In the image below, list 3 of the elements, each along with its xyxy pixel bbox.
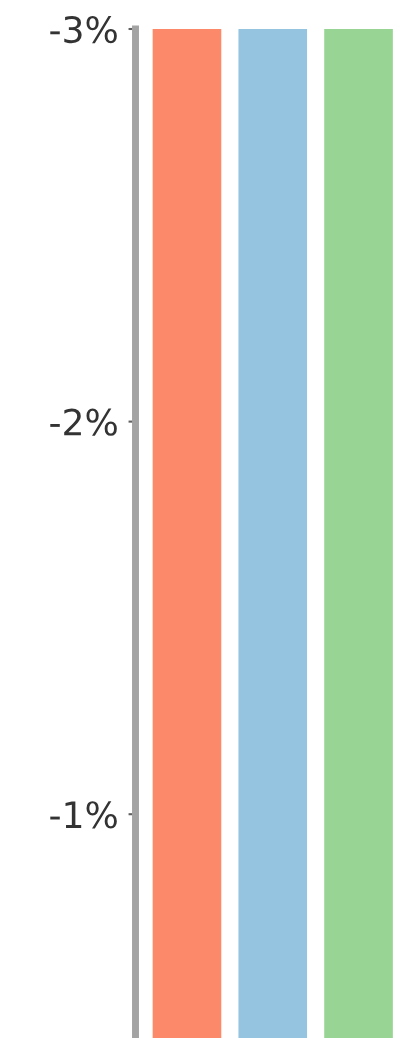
y-tick-label: -2% [50, 408, 117, 436]
y-tick-label: -1% [50, 801, 117, 829]
y-tick-label: -3% [50, 15, 117, 44]
